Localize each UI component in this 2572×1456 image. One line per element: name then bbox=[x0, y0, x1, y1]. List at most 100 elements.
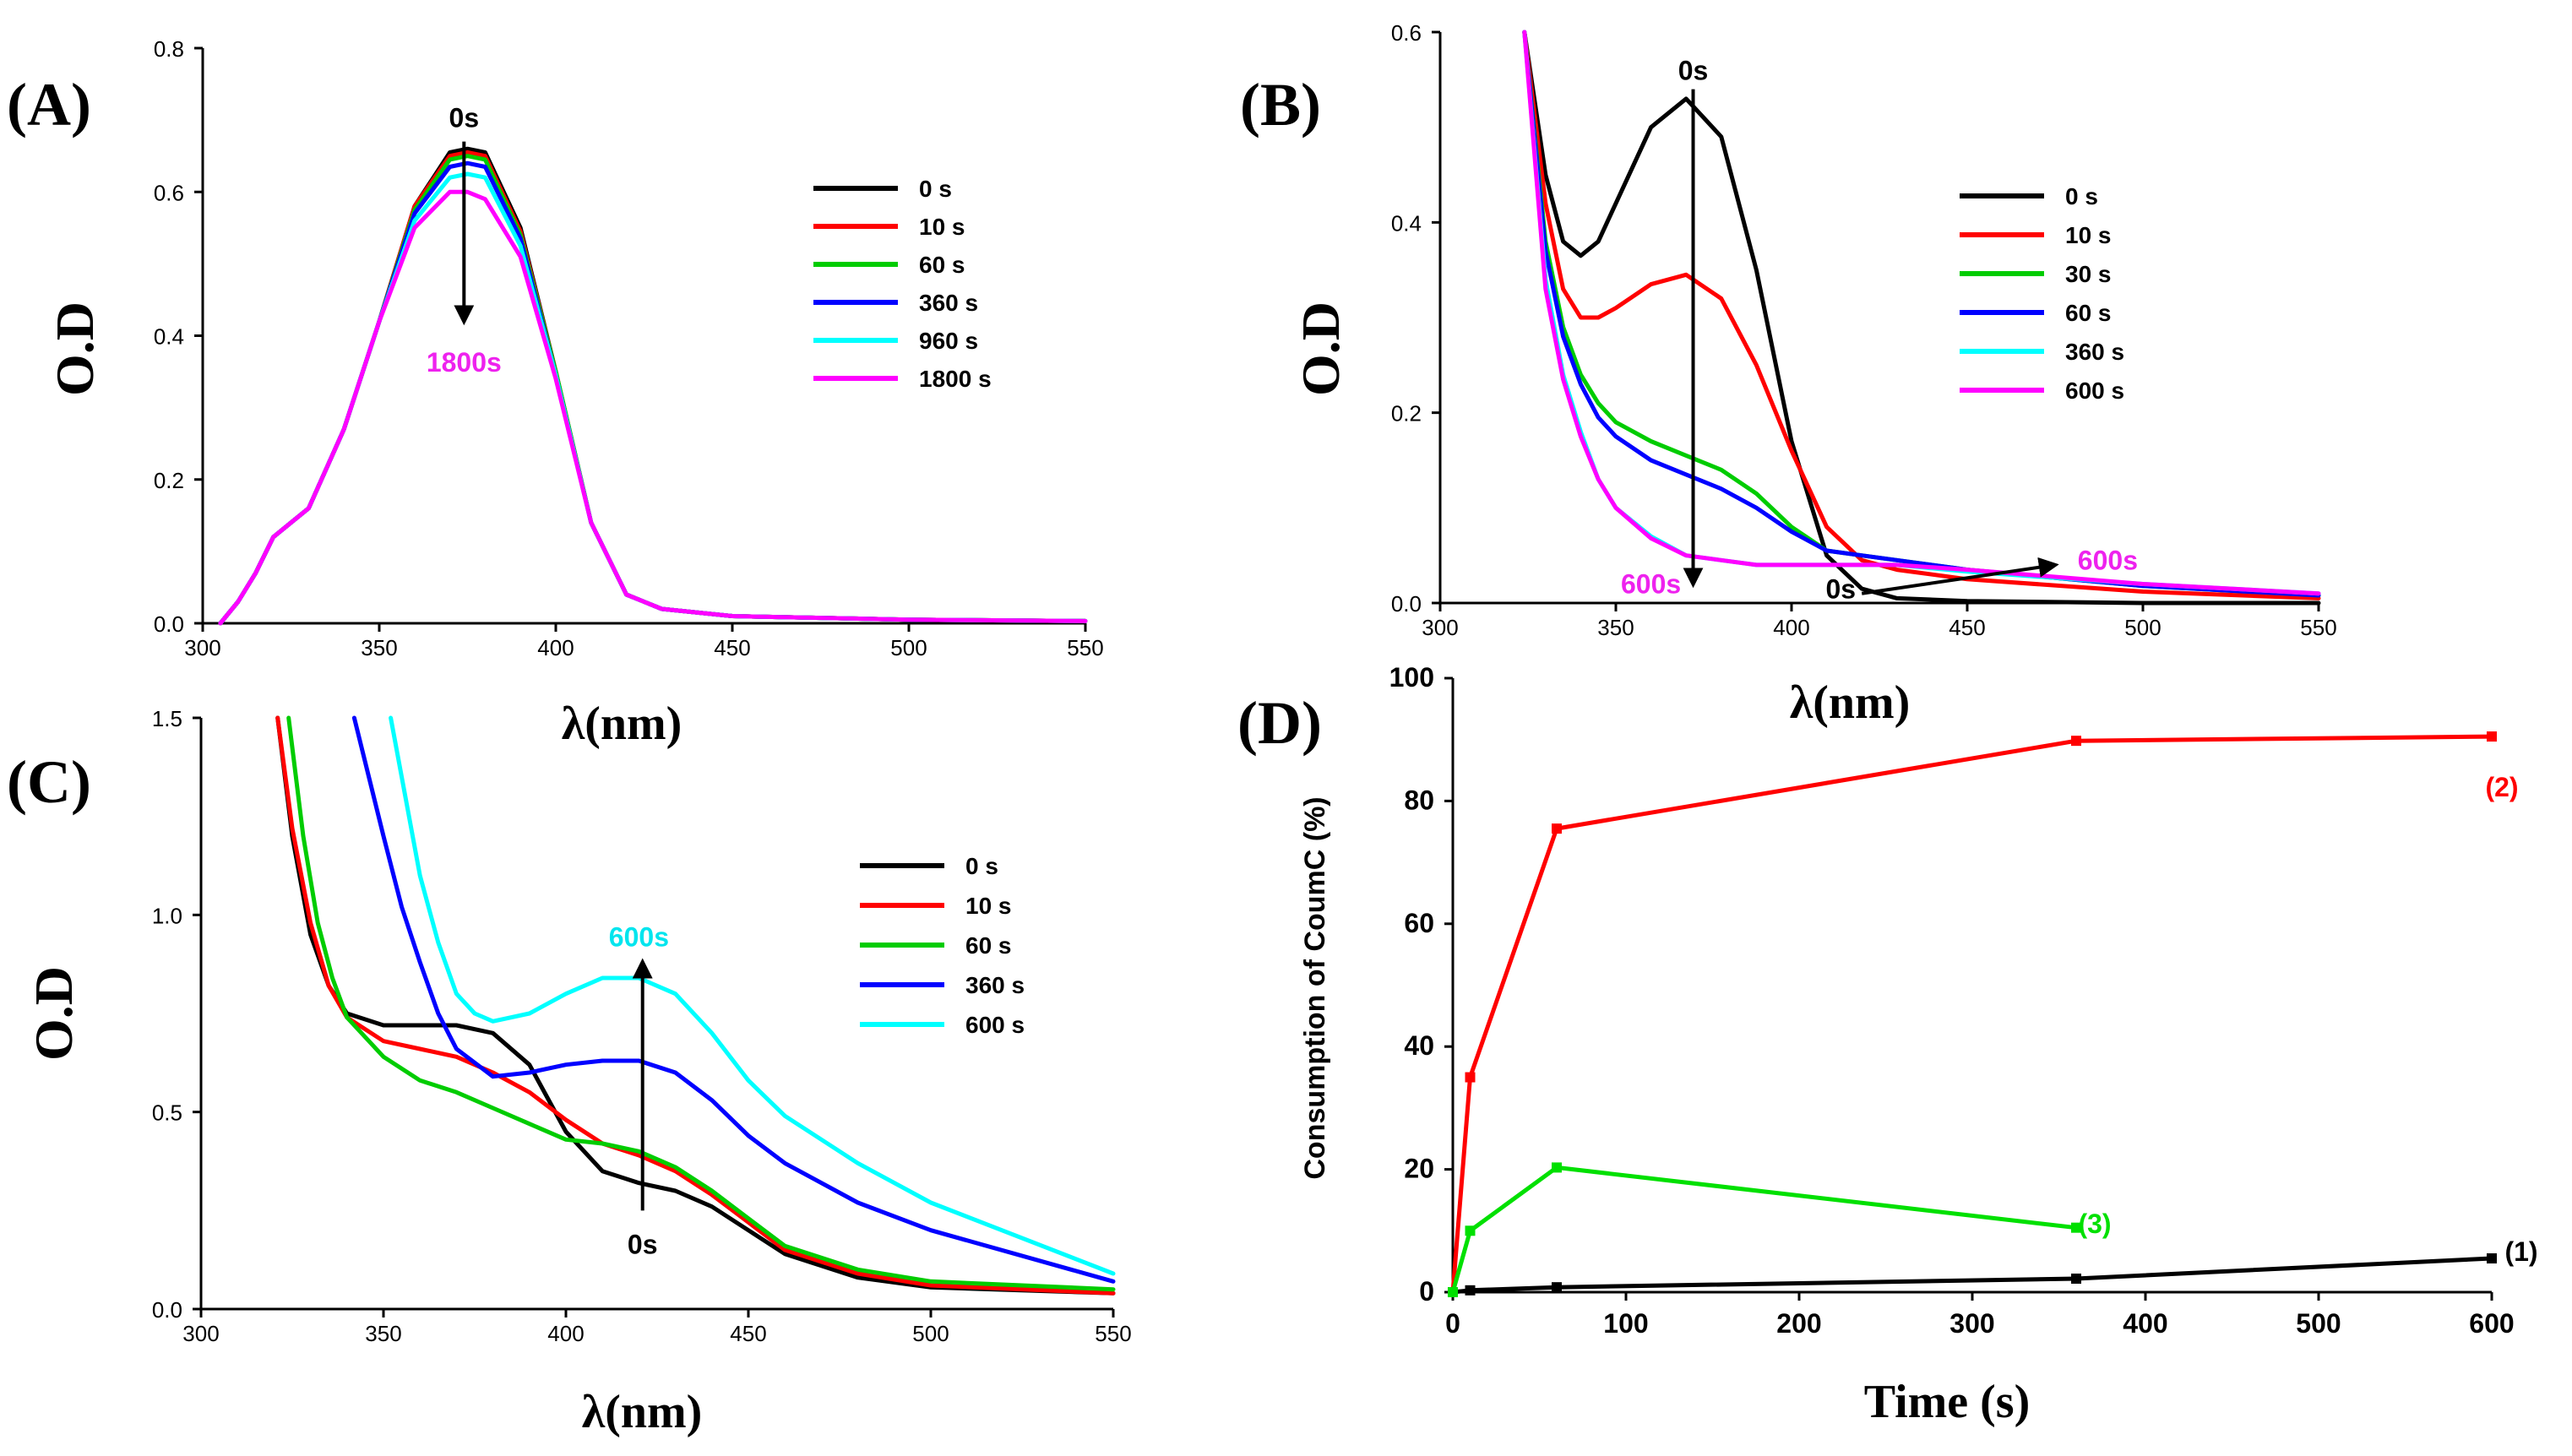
panel-b-xtick-label: 350 bbox=[1597, 615, 1634, 640]
panel-d-ytick-label: 100 bbox=[1389, 662, 1434, 693]
panel-d-ytick-label: 20 bbox=[1404, 1154, 1434, 1184]
panel-b-series-line-4 bbox=[1522, 30, 2321, 596]
panel-d-data-point bbox=[1465, 1072, 1476, 1083]
panel-c-xtick-label: 400 bbox=[547, 1321, 584, 1346]
panel-d-series-line-1 bbox=[1450, 734, 2494, 1295]
panel-b-chart: (B) O.D λ(nm) 300 350 400 450 500 550 0.0 0.2 0.… bbox=[1240, 20, 2337, 729]
panel-d-data-point bbox=[2487, 731, 2497, 742]
panel-c-tag: (C) bbox=[7, 748, 91, 816]
panel-a-ytick-label: 0.0 bbox=[154, 611, 184, 637]
panel-d-series-label: (1) bbox=[2504, 1236, 2537, 1267]
panel-a-legend-label: 60 s bbox=[919, 252, 965, 278]
panel-d-chart: (D) Consumption of CoumC (%) Time (s) 0 1… bbox=[1237, 662, 2538, 1428]
panel-a-series-line-5 bbox=[218, 189, 1088, 626]
panel-b-annotation: 0s bbox=[1825, 573, 1856, 604]
panel-b-xlabel: λ(nm) bbox=[1790, 676, 1911, 729]
panel-d-xtick-label: 500 bbox=[2296, 1308, 2341, 1339]
panel-c-series-line-2 bbox=[286, 715, 1116, 1292]
panel-c-annotation: 600s bbox=[609, 922, 669, 953]
panel-d-ytick-label: 80 bbox=[1404, 785, 1434, 815]
panel-b-ytick-label: 0.2 bbox=[1391, 401, 1422, 426]
panel-b-series-line-5 bbox=[1522, 30, 2321, 596]
panel-d-ylabel: Consumption of CoumC (%) bbox=[1299, 796, 1331, 1179]
panel-d-xtick-label: 100 bbox=[1603, 1308, 1648, 1339]
panel-a-legend-label: 1800 s bbox=[919, 366, 992, 392]
panel-c-xtick-label: 350 bbox=[365, 1321, 401, 1346]
panel-b-legend-label: 360 s bbox=[2065, 339, 2124, 365]
panel-a-xtick-label: 350 bbox=[361, 635, 397, 660]
panel-d-ytick-label: 40 bbox=[1404, 1030, 1434, 1061]
panel-d-xtick-label: 0 bbox=[1445, 1308, 1460, 1339]
panel-b-plot: 300 350 400 450 500 550 0.0 0.2 0.4 0.6 0 s 10 s 30 … bbox=[1391, 20, 2337, 640]
panel-a-ytick-label: 0.2 bbox=[154, 468, 184, 493]
panel-d-tag: (D) bbox=[1237, 689, 1322, 757]
panel-c-series-line-1 bbox=[275, 715, 1116, 1296]
panel-a-ylabel: O.D bbox=[45, 302, 105, 396]
panel-a-annotation: 0s bbox=[449, 103, 480, 133]
panel-c-xtick-label: 300 bbox=[182, 1321, 219, 1346]
panel-a-chart: (A) O.D λ(nm) 300 350 400 450 500 550 0.0 0.2 0.… bbox=[7, 36, 1104, 750]
panel-a-tag: (A) bbox=[7, 71, 91, 139]
panel-d-xtick-label: 400 bbox=[2123, 1308, 2167, 1339]
panel-c-legend-label: 10 s bbox=[965, 893, 1012, 919]
panel-d-ytick-label: 0 bbox=[1419, 1276, 1434, 1307]
panel-c-legend-label: 600 s bbox=[965, 1012, 1025, 1038]
panel-d-ytick-label: 60 bbox=[1404, 908, 1434, 938]
panel-c-ytick-label: 0.5 bbox=[152, 1100, 182, 1126]
panel-a-plot: 300 350 400 450 500 550 0.0 0.2 0.4 0.6 0.8 0 s 10 s… bbox=[154, 36, 1104, 660]
panel-b-series-line-1 bbox=[1522, 30, 2321, 600]
panel-b-xtick-label: 500 bbox=[2124, 615, 2161, 640]
panel-a-xtick-label: 400 bbox=[537, 635, 574, 660]
panel-a-ytick-label: 0.8 bbox=[154, 36, 184, 62]
panel-b-legend-label: 30 s bbox=[2065, 261, 2112, 287]
panel-d-xtick-label: 600 bbox=[2469, 1308, 2514, 1339]
panel-c-ytick-label: 0.0 bbox=[152, 1297, 182, 1323]
panel-a-ytick-label: 0.6 bbox=[154, 180, 184, 205]
panel-d-xtick-label: 200 bbox=[1776, 1308, 1821, 1339]
panel-a-xtick-label: 450 bbox=[714, 635, 750, 660]
panel-c-legend-label: 0 s bbox=[965, 853, 998, 879]
panel-d-xtick-label: 300 bbox=[1949, 1308, 1994, 1339]
panel-d-data-point bbox=[2071, 736, 2081, 747]
panel-a-legend-label: 10 s bbox=[919, 214, 965, 240]
panel-b-series-line-0 bbox=[1522, 30, 2321, 606]
panel-d-data-point bbox=[1465, 1285, 1476, 1296]
panel-c-plot: 300 350 400 450 500 550 0.0 0.5 1.0 1.5 0 s 10 s 60 … bbox=[152, 706, 1132, 1346]
panel-d-series-line-2 bbox=[1450, 1165, 2079, 1295]
panel-d-data-point bbox=[1552, 1162, 1562, 1173]
panel-b-series-line-3 bbox=[1522, 30, 2321, 598]
panel-a-xtick-label: 300 bbox=[184, 635, 220, 660]
panel-b-legend-label: 0 s bbox=[2065, 183, 2098, 209]
panel-d-plot: 0 100 200 300 400 500 600 0 20 40 60 80 100 (1) (2) (3) bbox=[1389, 662, 2538, 1339]
panel-a-annotation: 1800s bbox=[427, 347, 502, 378]
panel-b-ytick-label: 0.0 bbox=[1391, 591, 1422, 617]
panel-d-series-line-0 bbox=[1450, 1256, 2494, 1295]
panel-c-xtick-label: 500 bbox=[912, 1321, 949, 1346]
panel-d-data-point bbox=[2487, 1253, 2497, 1264]
panel-c-ylabel: O.D bbox=[24, 966, 84, 1061]
panel-c-series-line-0 bbox=[275, 715, 1116, 1296]
panel-b-xtick-label: 550 bbox=[2300, 615, 2336, 640]
panel-d-series-label: (2) bbox=[2485, 772, 2518, 802]
panel-a-legend-label: 960 s bbox=[919, 328, 978, 354]
panel-c-xtick-label: 450 bbox=[730, 1321, 766, 1346]
panel-b-ytick-label: 0.4 bbox=[1391, 210, 1422, 236]
panel-a-legend-label: 0 s bbox=[919, 176, 952, 202]
panel-b-xtick-label: 300 bbox=[1422, 615, 1458, 640]
panel-b-xtick-label: 450 bbox=[1949, 615, 1985, 640]
panel-b-legend-label: 60 s bbox=[2065, 300, 2112, 326]
panel-d-data-point bbox=[1552, 1282, 1562, 1293]
panel-c-xtick-label: 550 bbox=[1095, 1321, 1131, 1346]
panel-d-data-point bbox=[2071, 1274, 2081, 1285]
panel-c-xlabel: λ(nm) bbox=[582, 1386, 703, 1438]
panel-d-data-point bbox=[1448, 1287, 1458, 1297]
panel-b-xtick-label: 400 bbox=[1773, 615, 1809, 640]
panel-c-series-line-3 bbox=[351, 715, 1116, 1284]
panel-a-series-line-4 bbox=[218, 171, 1088, 626]
panel-a-xtick-label: 550 bbox=[1067, 635, 1103, 660]
panel-b-ytick-label: 0.6 bbox=[1391, 20, 1422, 46]
panel-b-annotation: 600s bbox=[1621, 569, 1681, 600]
panel-d-data-point bbox=[1465, 1225, 1476, 1236]
panel-b-annotation: 600s bbox=[2078, 546, 2138, 576]
